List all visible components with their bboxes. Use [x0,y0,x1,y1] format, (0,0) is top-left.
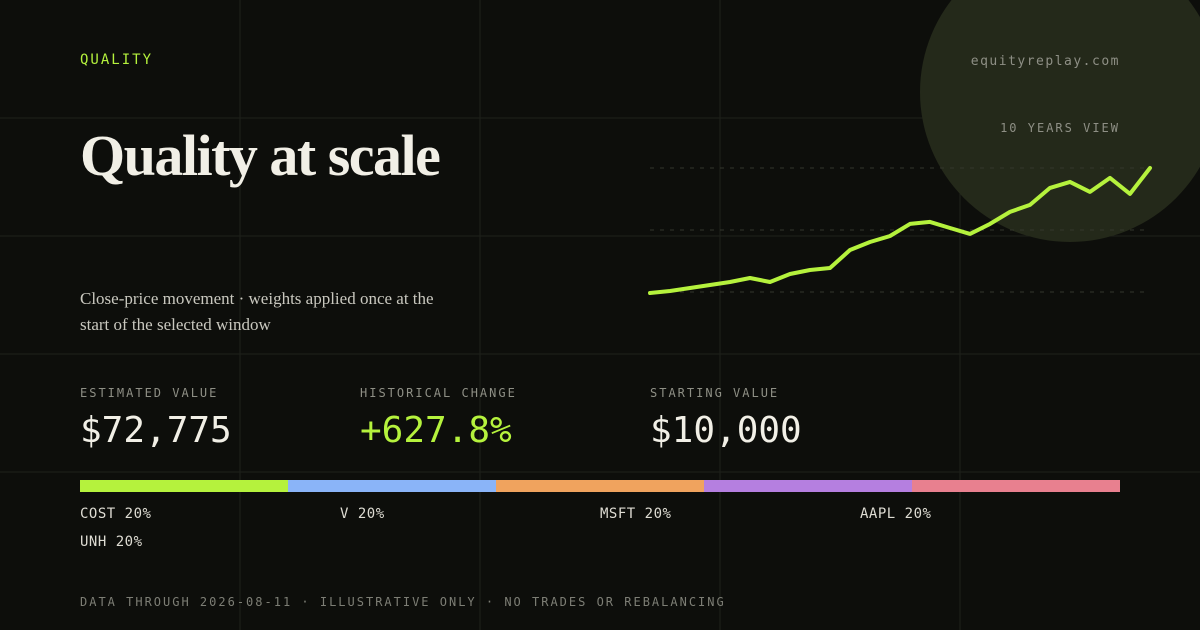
tag: QUALITY [80,52,154,68]
stat-value: +627.8% [360,410,512,451]
legend-name: V [340,506,349,522]
legend-weight: 20% [357,506,385,522]
footer: DATA THROUGH 2026-08-11 · ILLUSTRATIVE O… [80,595,726,609]
stat-label: ESTIMATED VALUE [80,386,219,400]
stat-value: $10,000 [650,410,802,451]
stat: STARTING VALUE $10,000 [650,386,802,451]
glow-circle [920,0,1200,242]
legend-item: COST 20% [80,506,340,534]
title: Quality at scale [80,123,441,188]
subtitle: Close-price movement · weights applied o… [80,289,434,334]
stat-label: HISTORICAL CHANGE [360,386,517,400]
legend-weight: 20% [904,506,932,522]
allocation-segment [80,480,288,492]
legend-item: UNH 20% [80,534,340,562]
legend-item: V 20% [340,506,600,534]
allocation-segment [912,480,1120,492]
stat: HISTORICAL CHANGE +627.8% [360,386,517,451]
legend-name: COST [80,506,116,522]
legend-weight: 20% [644,506,672,522]
allocation-segment [496,480,704,492]
allocation-bar [80,480,1120,492]
legend-weight: 20% [115,534,143,550]
site[interactable]: equityreplay.com [970,54,1120,69]
stat-value: $72,775 [80,410,232,451]
legend-name: AAPL [860,506,896,522]
legend-weight: 20% [124,506,152,522]
allocation-segment [704,480,912,492]
legend-item: AAPL 20% [860,506,1120,534]
allocation-segment [288,480,496,492]
legend-name: UNH [80,534,107,550]
legend-item: MSFT 20% [600,506,860,534]
stat: ESTIMATED VALUE $72,775 [80,386,232,451]
stat-label: STARTING VALUE [650,386,780,400]
chart-label: 10 YEARS VIEW [1000,121,1120,135]
allocation-legend: COST 20% V 20% MSFT 20% AAPL 20% UNH 20% [80,506,1120,562]
sparkline [648,166,1152,295]
legend-name: MSFT [600,506,636,522]
